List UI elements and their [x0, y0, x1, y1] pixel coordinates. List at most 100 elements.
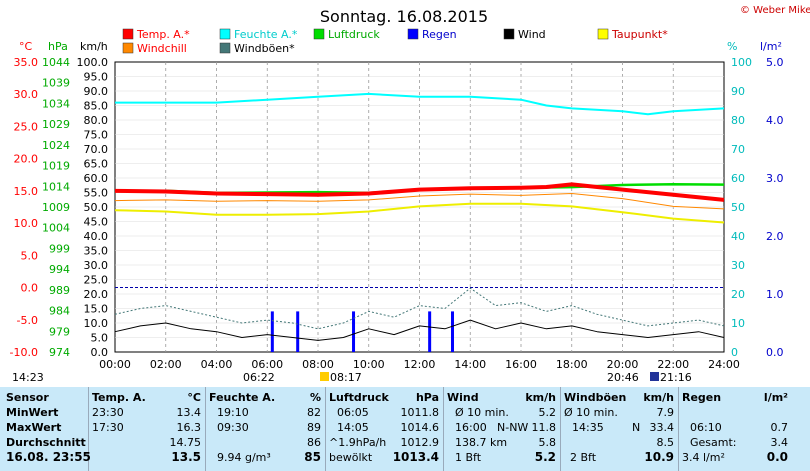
wind-tick-label: 80.0 — [84, 114, 109, 127]
x-tick-label: 22:00 — [657, 358, 689, 371]
humidity-tick-label: 30 — [731, 259, 745, 272]
humidity-tick-label: 100 — [731, 56, 752, 69]
legend-swatch — [407, 28, 419, 40]
legend-label: Windböen* — [234, 42, 295, 55]
x-tick-label: 10:00 — [353, 358, 385, 371]
wind-tick-label: 60.0 — [84, 172, 109, 185]
x-tick-label: 00:00 — [99, 358, 131, 371]
data-series — [114, 92, 725, 352]
temp-tick-label: -5.0 — [17, 314, 38, 327]
humidity-tick-label: 80 — [731, 114, 745, 127]
wind-tick-label: 50.0 — [84, 201, 109, 214]
x-tick-label: 16:00 — [505, 358, 537, 371]
wind-tick-label: 30.0 — [84, 259, 109, 272]
series-line — [114, 193, 725, 210]
temp-tick-label: -10.0 — [10, 346, 38, 359]
temp-tick-label: 25.0 — [14, 120, 39, 133]
series-line — [115, 92, 725, 116]
x-tick-label: 20:00 — [607, 358, 639, 371]
legend-label: Taupunkt* — [611, 28, 668, 41]
pressure-tick-label: 1044 — [42, 56, 70, 69]
legend-label: Luftdruck — [328, 28, 380, 41]
pressure-tick-label: 989 — [49, 284, 70, 297]
chart-title: Sonntag. 16.08.2015 — [320, 7, 488, 26]
series-line — [114, 182, 725, 202]
rain-axis-unit: l/m² — [760, 40, 782, 53]
humidity-tick-label: 90 — [731, 85, 745, 98]
rain-tick-label: 2.0 — [766, 230, 784, 243]
credit-label: © Weber Mike — [740, 5, 810, 16]
legend-label: Temp. A.* — [136, 28, 190, 41]
temp-axis-unit: °C — [19, 40, 33, 53]
humidity-tick-label: 20 — [731, 288, 745, 301]
legend-swatch — [219, 28, 231, 40]
series-line — [114, 202, 725, 224]
legend-swatch — [597, 28, 609, 40]
rain-tick-label: 0.0 — [766, 346, 784, 359]
legend-label: Wind — [518, 28, 546, 41]
wind-tick-label: 90.0 — [84, 85, 109, 98]
pressure-tick-label: 1029 — [42, 118, 70, 131]
legend-label: Regen — [422, 28, 457, 41]
x-tick-label: 08:00 — [302, 358, 334, 371]
stats-panel: Sensor MinWert MaxWert Durchschnitt 16.0… — [0, 387, 810, 471]
pressure-tick-label: 1004 — [42, 222, 70, 235]
x-tick-label: 02:00 — [150, 358, 182, 371]
wind-column: Wind km/h Ø 10 min. 5.2 16:00 N-NW 11.8 138.… — [447, 391, 556, 464]
pressure-tick-label: 999 — [49, 242, 70, 255]
moon-icon — [650, 372, 659, 381]
wind-tick-label: 40.0 — [84, 230, 109, 243]
x-tick-label: 12:00 — [404, 358, 436, 371]
x-tick-label: 14:00 — [454, 358, 486, 371]
humidity-tick-label: 70 — [731, 143, 745, 156]
pressure-column: Luftdruck hPa 06:05 1011.8 14:05 1014.6 ^1.… — [329, 391, 439, 464]
sunset-label: 20:46 — [607, 371, 639, 384]
axis-units: °C hPa km/h % l/m² — [19, 40, 782, 53]
temp-tick-label: 30.0 — [14, 88, 39, 101]
rain-tick-label: 5.0 — [766, 56, 784, 69]
sensor-column: Sensor MinWert MaxWert Durchschnitt 16.0… — [6, 391, 91, 464]
wind-tick-label: 15.0 — [84, 303, 109, 316]
wind-tick-label: 85.0 — [84, 100, 109, 113]
humidity-tick-label: 40 — [731, 230, 745, 243]
legend: Temp. A.* Feuchte A.* Luftdruck Regen Wind Ta… — [122, 28, 668, 55]
rain-column: Regen l/m² 06:10 0.7 Gesamt: 3.4 3.4 l/m² 0.… — [682, 391, 788, 464]
wind-tick-label: 10.0 — [84, 317, 109, 330]
wind-tick-label: 65.0 — [84, 158, 109, 171]
transit-label: 08:17 — [330, 371, 362, 384]
legend-label: Windchill — [137, 42, 187, 55]
temp-tick-label: 15.0 — [14, 185, 39, 198]
temp-tick-label: 0.0 — [21, 282, 39, 295]
moon-label: 21:16 — [660, 371, 692, 384]
gust-column: Windböen km/h Ø 10 min. 7.9 14:35 N 33.4 8.5… — [564, 391, 674, 464]
temp-column: Temp. A. °C 23:30 13.4 17:30 16.3 14.75 13.… — [92, 391, 201, 464]
humidity-tick-label: 10 — [731, 317, 745, 330]
temp-tick-label: 5.0 — [21, 249, 39, 262]
wind-tick-label: 5.0 — [91, 332, 109, 345]
pressure-tick-label: 994 — [49, 263, 70, 276]
wind-tick-label: 70.0 — [84, 143, 109, 156]
wind-tick-label: 100.0 — [77, 56, 109, 69]
pressure-axis-unit: hPa — [48, 40, 68, 53]
pressure-tick-label: 1014 — [42, 180, 70, 193]
axis-ticks: 35.030.025.020.015.010.05.00.0-5.0-10.01… — [10, 56, 784, 371]
astro-markers: 14:23 06:22 08:17 20:46 21:16 — [12, 371, 692, 384]
rain-tick-label: 4.0 — [766, 114, 784, 127]
wind-tick-label: 95.0 — [84, 71, 109, 84]
legend-swatch — [503, 28, 515, 40]
humidity-tick-label: 0 — [731, 346, 738, 359]
moonrise-label: 14:23 — [12, 371, 44, 384]
wind-tick-label: 35.0 — [84, 245, 109, 258]
wind-tick-label: 45.0 — [84, 216, 109, 229]
rain-tick-label: 3.0 — [766, 172, 784, 185]
x-tick-label: 06:00 — [251, 358, 283, 371]
wind-axis-unit: km/h — [80, 40, 108, 53]
rain-bar — [296, 311, 300, 352]
legend-swatch — [313, 28, 325, 40]
x-tick-label: 04:00 — [201, 358, 233, 371]
wind-tick-label: 25.0 — [84, 274, 109, 287]
x-tick-label: 24:00 — [708, 358, 740, 371]
legend-swatch — [122, 28, 134, 40]
humidity-tick-label: 60 — [731, 172, 745, 185]
legend-swatch — [219, 42, 231, 54]
